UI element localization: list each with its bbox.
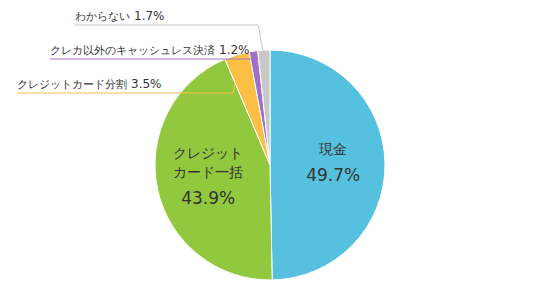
category-label: わからない xyxy=(75,10,130,22)
leader-line xyxy=(50,59,255,60)
pie-slice xyxy=(270,50,385,280)
category-label: クレカ以外のキャッシュレス決済 xyxy=(50,44,215,56)
slice-label: 現金 49.7% xyxy=(306,141,360,185)
slice-label: クレジットカード分割 3.5% xyxy=(17,77,162,91)
chart: 現金 49.7% クレジットカード一括 43.9% わからない 1.7% クレカ以外のキャッ… xyxy=(0,0,540,300)
slice-label: わからない 1.7% xyxy=(75,9,165,23)
pie xyxy=(155,50,385,280)
pie-slice xyxy=(249,51,270,165)
category-label: クレジットカード分割 xyxy=(17,78,127,90)
value-label: 1.2% xyxy=(219,43,250,57)
category-label: カード一括 xyxy=(173,164,243,180)
slice-label: クレカ以外のキャッシュレス決済 1.2% xyxy=(50,43,250,57)
value-label: 1.7% xyxy=(134,9,165,23)
category-label: クレジット xyxy=(173,145,243,161)
pie-slice xyxy=(258,50,270,165)
leader-line xyxy=(17,63,239,93)
value-label: 49.7% xyxy=(306,165,360,185)
category-label: 現金 xyxy=(319,141,347,157)
value-label: 3.5% xyxy=(131,77,162,91)
labels: 現金 49.7% クレジットカード一括 43.9% わからない 1.7% クレカ以外のキャッ… xyxy=(17,9,360,208)
value-label: 43.9% xyxy=(181,188,235,208)
slice-label: クレジットカード一括 43.9% xyxy=(173,145,243,208)
